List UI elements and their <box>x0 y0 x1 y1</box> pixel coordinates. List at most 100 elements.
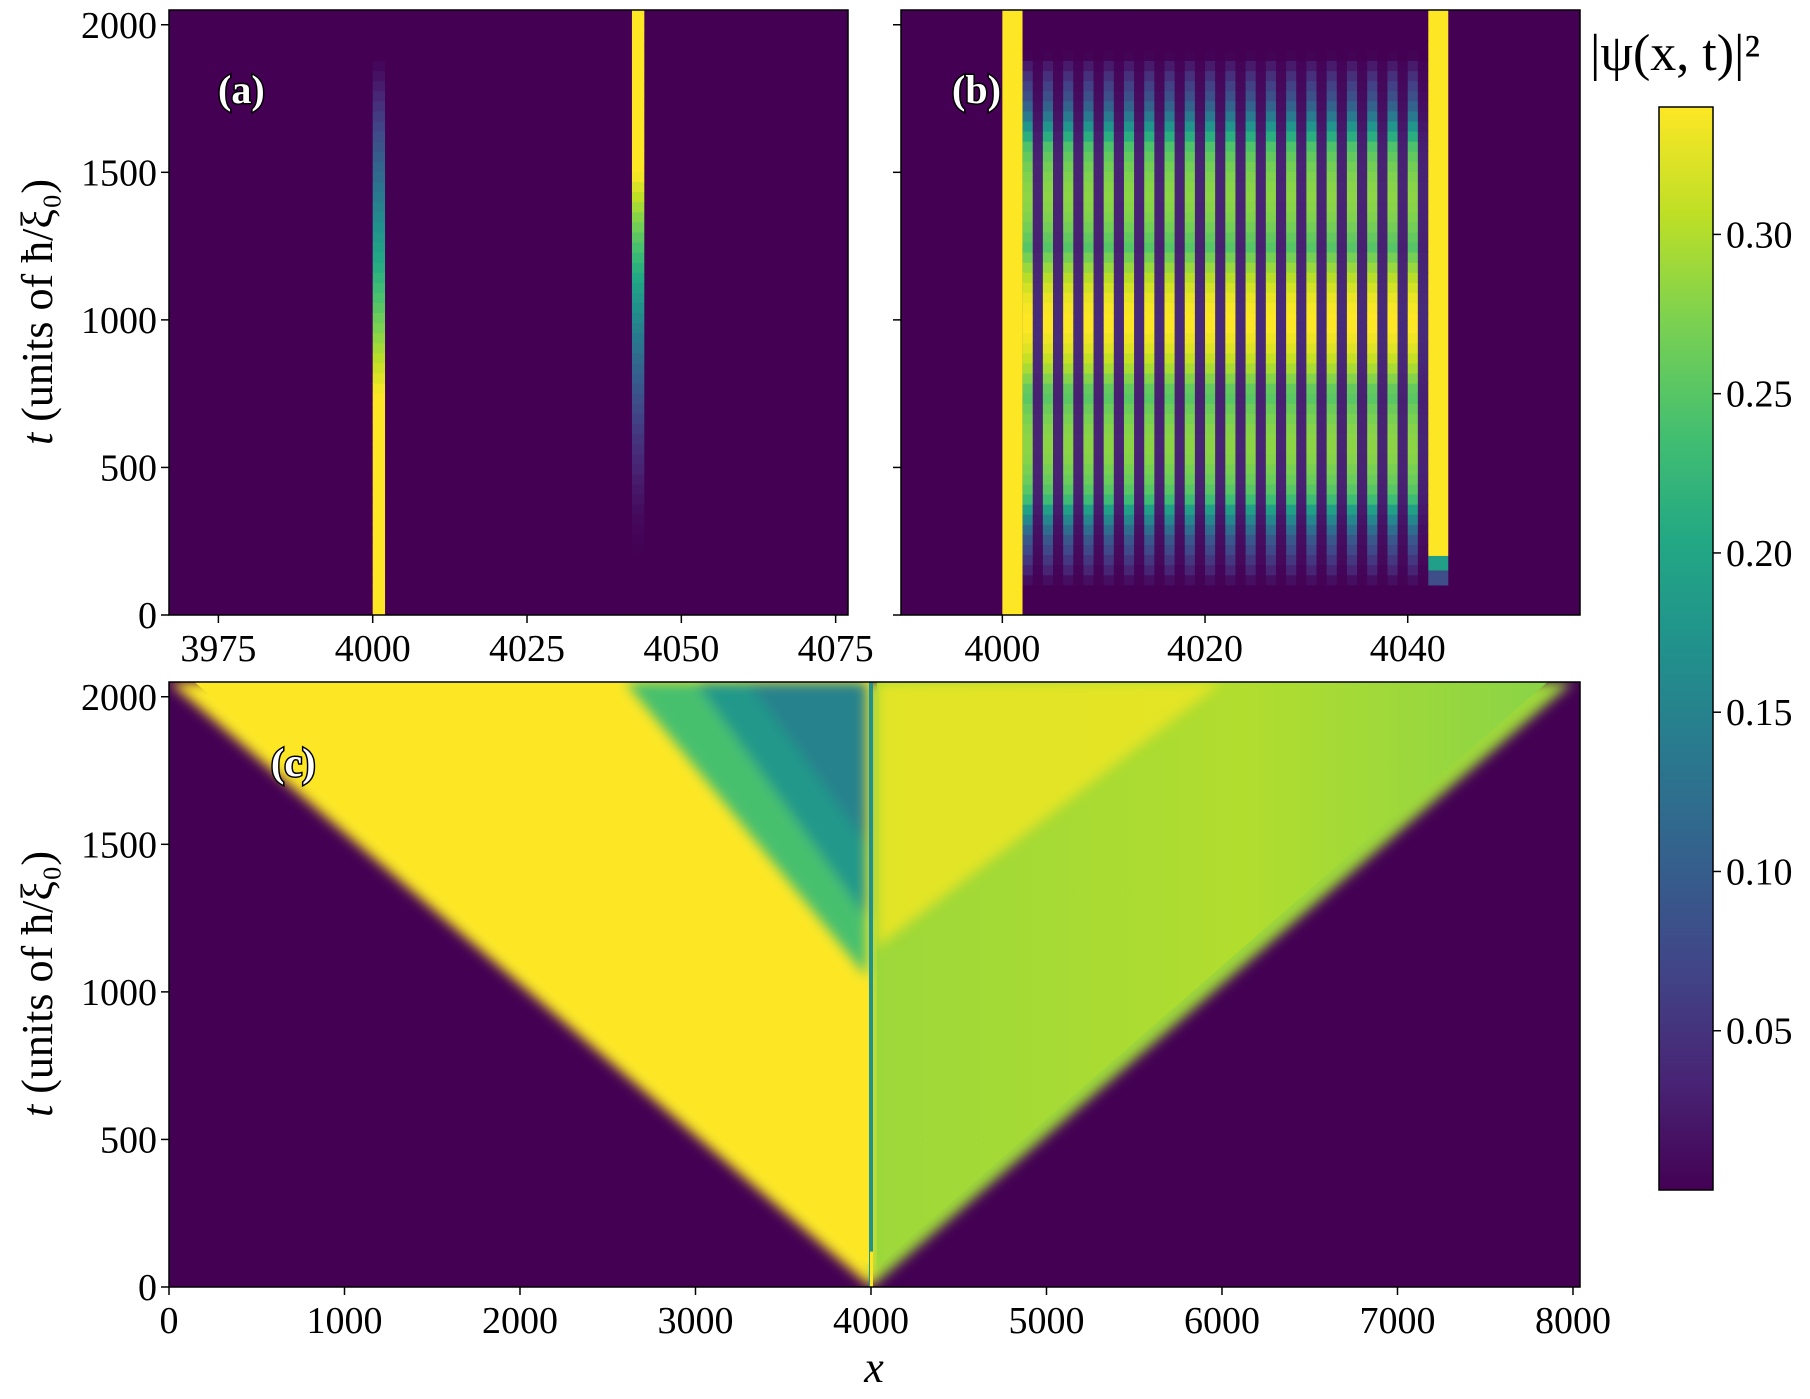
panel-b-wave-cell <box>1387 564 1398 576</box>
panel-b-wave-cell <box>1275 292 1287 304</box>
panel-b-wave-cell <box>1265 574 1277 586</box>
panel-b-wave-cell <box>1083 131 1094 142</box>
panel-b-wave-cell <box>1053 241 1064 253</box>
panel-b-wave-cell <box>1053 544 1064 556</box>
panel-b-wave-cell <box>1184 161 1196 172</box>
panel-b-wave-cell <box>1042 312 1054 324</box>
panel-b-wave-cell <box>1215 70 1226 82</box>
panel-b-wave-cell <box>1316 191 1327 203</box>
panel-b-wave-cell <box>1225 514 1236 525</box>
panel-a-left-soliton-cell <box>372 292 386 304</box>
panel-b-wave-cell <box>1174 524 1186 535</box>
panel-b-wave-cell <box>1022 30 1034 41</box>
panel-b-wave-cell <box>1326 554 1338 566</box>
panel-b-wave-cell <box>1093 584 1104 596</box>
panel-b-wave-cell <box>1042 30 1054 41</box>
panel-b-wave-cell <box>1296 373 1307 384</box>
panel-b-wave-cell <box>1346 413 1358 425</box>
panel-b-wave-cell <box>1316 352 1327 364</box>
panel-b-wave-cell <box>1053 494 1064 505</box>
panel-b-wave-cell <box>1184 433 1196 445</box>
panel-b-wave-cell <box>1042 131 1054 142</box>
panel-b-wave-cell <box>1377 504 1388 515</box>
panel-b-wave-cell <box>1042 332 1054 344</box>
panel-b-wave-cell <box>1073 20 1084 31</box>
panel-b-wave-cell <box>1397 554 1409 566</box>
panel-b-wave-cell <box>1235 373 1246 384</box>
panel-b-wave-cell <box>1184 574 1196 586</box>
panel-b-wave-cell <box>1265 221 1277 233</box>
panel-b-wave-cell <box>1184 352 1196 364</box>
panel-b-wave-cell <box>1225 292 1236 304</box>
panel-b-wave-cell <box>1205 252 1216 263</box>
panel-b-wave-cell <box>1336 312 1348 324</box>
panel-a-right-soliton-cell <box>631 463 645 475</box>
panel-b-wave-cell <box>1255 120 1267 132</box>
panel-b-wave-cell <box>1275 332 1287 344</box>
panel-b-wave-cell <box>1346 554 1358 566</box>
panel-b-wave-cell <box>1397 584 1409 596</box>
panel-b-wave-cell <box>1215 151 1226 162</box>
panel-b-wave-cell <box>1144 554 1155 566</box>
panel-b-wave-cell <box>1255 191 1267 203</box>
panel-b-wave-cell <box>1063 181 1074 193</box>
panel-b-wave-cell <box>1154 282 1165 293</box>
panel-b-wave-cell <box>1093 463 1104 475</box>
panel-b-wave-cell <box>1093 473 1104 485</box>
panel-b-wave-cell <box>1042 241 1054 253</box>
panel-b-wave-cell <box>1225 473 1236 485</box>
panel-b-wave-cell <box>1073 342 1084 354</box>
panel-b-wave-cell <box>1113 453 1125 465</box>
panel-b-wave-cell <box>1063 151 1074 162</box>
panel-b-wave-cell <box>1377 393 1388 404</box>
panel-b-wave-cell <box>1194 181 1206 193</box>
panel-b-wave-cell <box>1205 332 1216 344</box>
panel-b-wave-cell <box>1032 50 1044 62</box>
panel-b-wave-cell <box>1205 504 1216 515</box>
panel-b-wave-cell <box>1184 292 1196 304</box>
panel-c-x-axis-label: x <box>863 1343 884 1392</box>
panel-b-wave-cell <box>1113 534 1125 546</box>
panel-a-right-soliton-cell <box>631 292 645 304</box>
panel-b-wave-cell <box>1053 312 1064 324</box>
panel-b-wave-cell <box>1265 70 1277 82</box>
panel-b-wave-cell <box>1154 171 1165 183</box>
panel-b-wave-cell <box>1215 181 1226 193</box>
panel-b-wave-cell <box>1265 191 1277 203</box>
panel-a-right-soliton-cell <box>631 282 645 293</box>
panel-a-left-soliton-cell <box>372 312 386 324</box>
panel-b-wave-cell <box>1042 514 1054 525</box>
panel-b-wave-cell <box>1225 383 1236 394</box>
panel-b-wave-cell <box>1367 221 1378 233</box>
panel-b-wave-cell <box>1073 110 1084 122</box>
panel-b-wave-cell <box>1387 463 1398 475</box>
panel-b-wave-cell <box>1306 221 1317 233</box>
panel-b-wave-cell <box>1245 302 1257 314</box>
panel-b-wave-cell <box>1123 423 1135 435</box>
panel-b-wave-cell <box>1387 30 1398 41</box>
panel-b-wave-cell <box>1184 171 1196 183</box>
panel-b-wave-cell <box>1235 10 1246 21</box>
panel-b-wave-cell <box>1174 433 1186 445</box>
panel-b-wave-cell <box>1174 20 1186 31</box>
panel-b-wave-cell <box>1093 393 1104 404</box>
panel-b-wave-cell <box>1164 201 1175 213</box>
panel-b-wave-cell <box>1053 252 1064 263</box>
panel-b-wave-cell <box>1113 403 1125 414</box>
panel-b-wave-cell <box>1357 141 1368 152</box>
panel-b-wave-cell <box>1286 161 1297 172</box>
panel-b-wave-cell <box>1063 604 1074 615</box>
panel-b-wave-cell <box>1063 312 1074 324</box>
panel-b-wave-cell <box>1377 443 1388 455</box>
panel-a-left-soliton-cell <box>372 30 386 41</box>
panel-b-wave-cell <box>1154 262 1165 273</box>
panel-b-wave-cell <box>1245 141 1257 152</box>
panel-b-wave-cell <box>1245 181 1257 193</box>
panel-b-wave-cell <box>1417 10 1429 21</box>
panel-b-wave-cell <box>1235 483 1246 495</box>
panel-b-wave-cell <box>1306 60 1317 72</box>
panel-b-wave-cell <box>1397 332 1409 344</box>
panel-b-wave-cell <box>1265 584 1277 596</box>
panel-b-wave-cell <box>1275 443 1287 455</box>
panel-b-wave-cell <box>1063 433 1074 445</box>
